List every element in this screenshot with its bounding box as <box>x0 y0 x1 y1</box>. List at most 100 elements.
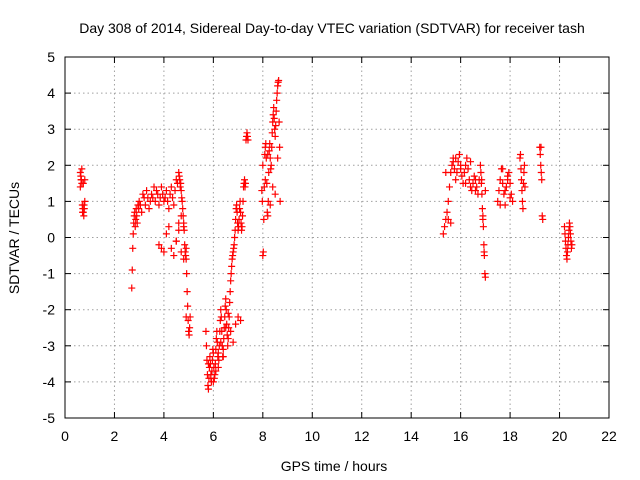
data-point <box>469 179 477 187</box>
data-point <box>481 273 489 281</box>
data-point <box>507 190 515 198</box>
data-point <box>237 208 245 216</box>
data-point <box>264 197 272 205</box>
data-point <box>81 176 89 184</box>
data-point <box>217 338 225 346</box>
y-tick-label: 0 <box>47 230 55 246</box>
data-point <box>500 190 508 198</box>
data-point <box>218 327 226 335</box>
data-point <box>273 89 281 97</box>
data-point <box>268 143 276 151</box>
data-point <box>202 342 210 350</box>
data-point <box>131 223 139 231</box>
data-point <box>446 183 454 191</box>
data-point <box>182 313 190 321</box>
data-point <box>519 205 527 213</box>
data-point <box>266 140 274 148</box>
data-point <box>479 212 487 220</box>
data-point <box>222 324 230 332</box>
data-point <box>568 241 576 249</box>
data-point <box>227 277 235 285</box>
data-point <box>443 208 451 216</box>
data-point <box>135 197 143 205</box>
data-point <box>519 179 527 187</box>
data-point <box>480 248 488 256</box>
data-point <box>275 118 283 126</box>
data-point <box>274 154 282 162</box>
x-tick-label: 14 <box>403 428 419 444</box>
data-point <box>215 356 223 364</box>
x-axis: 0 2 4 6 8 10 12 14 16 18 20 22 <box>61 57 617 444</box>
data-point <box>269 118 277 126</box>
data-point <box>450 165 458 173</box>
y-tick-label: -4 <box>43 374 56 390</box>
data-point <box>464 165 472 173</box>
x-tick-label: 10 <box>304 428 320 444</box>
data-point <box>202 327 210 335</box>
data-point <box>162 230 170 238</box>
data-point <box>273 96 281 104</box>
data-point <box>129 230 137 238</box>
data-point <box>239 197 247 205</box>
data-point <box>80 212 88 220</box>
data-point <box>211 360 219 368</box>
data-point <box>223 331 231 339</box>
data-point <box>444 197 452 205</box>
data-point <box>138 208 146 216</box>
data-point <box>237 219 245 227</box>
data-point <box>537 161 545 169</box>
data-point <box>157 244 165 252</box>
data-point <box>452 154 460 162</box>
data-point <box>222 306 230 314</box>
data-point <box>259 161 267 169</box>
data-point <box>496 201 504 209</box>
data-point <box>258 187 266 195</box>
data-point <box>268 129 276 137</box>
data-point <box>236 205 244 213</box>
data-point <box>233 201 241 209</box>
data-point <box>242 179 250 187</box>
data-point <box>270 114 278 122</box>
data-point <box>521 183 529 191</box>
data-point <box>448 161 456 169</box>
data-point <box>214 363 222 371</box>
data-point <box>133 212 141 220</box>
data-point <box>563 248 571 256</box>
data-point <box>266 154 274 162</box>
data-point <box>149 194 157 202</box>
x-tick-label: 12 <box>354 428 370 444</box>
data-point <box>463 154 471 162</box>
data-point <box>143 187 151 195</box>
data-point <box>229 338 237 346</box>
data-point <box>185 331 193 339</box>
data-point <box>139 190 147 198</box>
y-axis: -5 -4 -3 -2 -1 0 1 2 3 4 5 <box>43 49 609 426</box>
data-point <box>453 169 461 177</box>
data-point <box>209 378 217 386</box>
data-point <box>179 205 187 213</box>
data-point <box>177 187 185 195</box>
x-tick-label: 6 <box>209 428 217 444</box>
data-point <box>566 230 574 238</box>
data-point <box>264 212 272 220</box>
data-point <box>481 187 489 195</box>
data-point <box>214 349 222 357</box>
data-point <box>206 353 214 361</box>
y-tick-label: 1 <box>47 193 55 209</box>
data-point <box>175 226 183 234</box>
data-point <box>186 324 194 332</box>
data-point <box>131 208 139 216</box>
data-point <box>455 150 463 158</box>
data-point <box>160 248 168 256</box>
data-point <box>207 371 215 379</box>
data-point <box>566 223 574 231</box>
data-point <box>224 335 232 343</box>
data-point <box>265 147 273 155</box>
data-point <box>177 179 185 187</box>
data-point <box>162 187 170 195</box>
data-point <box>465 176 473 184</box>
data-point <box>266 201 274 209</box>
data-point <box>221 302 229 310</box>
data-point <box>271 190 279 198</box>
data-point <box>219 353 227 361</box>
